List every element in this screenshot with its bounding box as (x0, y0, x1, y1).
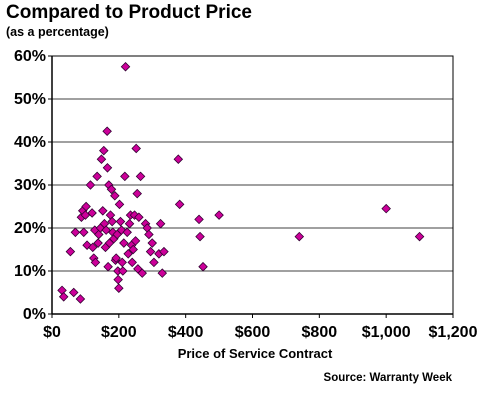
data-point-4 (70, 227, 81, 238)
data-point-78 (173, 154, 184, 164)
data-point-63 (132, 188, 142, 199)
data-point-46 (115, 216, 126, 227)
data-point-77 (159, 246, 169, 257)
data-point-70 (144, 229, 154, 240)
data-point-65 (134, 212, 144, 223)
data-point-51 (120, 171, 130, 182)
data-point-61 (130, 236, 141, 246)
data-point-14 (88, 242, 98, 253)
x-tick-label: $1,200 (429, 324, 478, 341)
data-point-13 (87, 208, 97, 218)
data-point-86 (414, 231, 425, 242)
x-tick-label: $400 (168, 324, 204, 341)
data-point-49 (118, 266, 128, 276)
data-point-52 (120, 61, 131, 72)
data-point-59 (128, 244, 138, 255)
data-point-48 (117, 257, 127, 268)
data-point-85 (381, 203, 391, 214)
x-tick-label: $0 (43, 324, 61, 341)
data-points (57, 61, 425, 304)
data-point-1 (58, 292, 69, 302)
data-point-40 (111, 253, 121, 263)
data-point-45 (114, 199, 125, 210)
data-point-33 (105, 210, 116, 220)
data-point-82 (198, 261, 208, 272)
data-point-28 (102, 126, 112, 137)
source-note: Source: Warranty Week (323, 372, 452, 384)
data-point-84 (294, 231, 305, 242)
data-point-53 (122, 227, 132, 238)
y-tick-label: 10% (14, 263, 46, 280)
data-point-12 (85, 180, 96, 190)
data-point-3 (68, 287, 79, 298)
data-point-30 (103, 261, 113, 272)
x-axis-label: Price of Service Contract (178, 346, 333, 361)
data-point-79 (174, 199, 185, 210)
data-point-80 (194, 214, 204, 225)
data-point-58 (127, 257, 137, 268)
y-tick-label: 60% (14, 48, 46, 65)
data-point-18 (92, 171, 102, 182)
data-point-11 (82, 240, 92, 250)
data-point-0 (57, 285, 67, 296)
data-point-23 (98, 206, 108, 216)
data-point-81 (195, 231, 205, 242)
data-point-73 (149, 257, 159, 268)
data-point-66 (135, 171, 146, 182)
y-tick-label: 0% (23, 306, 46, 323)
data-point-62 (131, 143, 141, 154)
data-point-75 (155, 218, 166, 229)
x-tick-labels: $0 $200 $400 $600 $800 $1,000 $1,200 (43, 314, 478, 341)
y-tick-label: 50% (14, 91, 46, 108)
data-point-10 (81, 201, 91, 212)
data-point-35 (107, 216, 117, 227)
y-tick-label: 30% (14, 177, 46, 194)
data-point-29 (102, 163, 113, 173)
data-point-50 (119, 238, 129, 248)
data-point-19 (93, 238, 103, 248)
data-point-76 (157, 268, 168, 278)
data-point-43 (113, 274, 123, 285)
data-point-24 (99, 145, 109, 156)
data-point-54 (123, 249, 133, 259)
data-point-55 (124, 218, 135, 229)
data-point-44 (114, 283, 124, 293)
y-tick-label: 20% (14, 220, 46, 237)
x-tick-label: $800 (302, 324, 338, 341)
data-point-67 (137, 268, 147, 278)
data-point-34 (106, 184, 117, 195)
y-tick-label: 40% (14, 134, 46, 151)
chart-subtitle: (as a percentage) (6, 25, 109, 39)
data-point-22 (96, 154, 107, 164)
data-point-83 (214, 210, 224, 220)
y-tick-labels: 0% 10% 20% 30% 40% 50% 60% (14, 48, 52, 323)
data-point-17 (90, 257, 101, 268)
data-point-71 (145, 246, 156, 257)
data-point-8 (78, 227, 89, 238)
data-point-38 (110, 190, 120, 201)
data-point-47 (116, 225, 127, 235)
data-point-20 (94, 229, 104, 240)
x-tick-label: $200 (101, 324, 137, 341)
x-tick-label: $1,000 (362, 324, 411, 341)
data-point-72 (147, 238, 158, 248)
chart-title: Compared to Product Price (6, 2, 252, 23)
x-tick-label: $600 (235, 324, 271, 341)
data-point-2 (65, 246, 76, 257)
data-point-5 (75, 294, 86, 304)
